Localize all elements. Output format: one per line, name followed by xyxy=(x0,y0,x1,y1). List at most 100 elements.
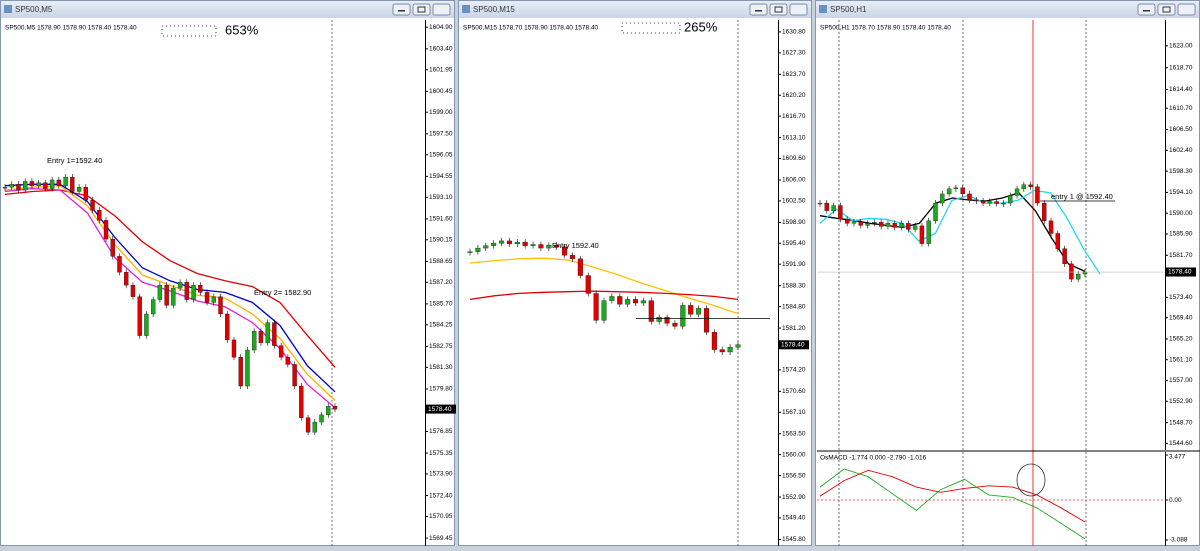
candle xyxy=(878,222,884,227)
window-button[interactable] xyxy=(789,3,808,16)
candle xyxy=(672,323,678,327)
candle xyxy=(727,347,733,353)
window-icon xyxy=(4,5,12,13)
candle xyxy=(252,331,257,351)
y-tick-label: 1556.50 xyxy=(782,472,806,479)
window-button[interactable] xyxy=(412,3,431,16)
candle xyxy=(1076,273,1081,280)
candle xyxy=(953,187,959,190)
candle xyxy=(640,300,646,304)
percent: 265% xyxy=(684,19,718,34)
y-tick-label: 1563.50 xyxy=(782,430,806,437)
y-tick-label: 1602.50 xyxy=(782,198,806,205)
candle xyxy=(967,193,972,201)
y-tick-label: 1552.90 xyxy=(782,494,806,501)
y-tick-label: 1587.20 xyxy=(429,279,453,286)
candle xyxy=(110,238,115,257)
candle xyxy=(851,221,857,224)
y-tick-label: 1561.10 xyxy=(1169,356,1193,363)
button-glyph xyxy=(1162,6,1171,13)
y-tick-label: 1599.00 xyxy=(429,109,453,116)
y-tick-label: 1557.00 xyxy=(1169,377,1193,384)
candle xyxy=(617,296,623,305)
candle xyxy=(696,308,702,315)
y-tick-label: 1594.55 xyxy=(429,173,453,180)
candle xyxy=(1055,233,1061,249)
candle xyxy=(872,222,877,224)
y-tick-label: 1581.70 xyxy=(1169,252,1193,259)
y-tick-label: 1614.40 xyxy=(1169,86,1193,93)
candle xyxy=(514,241,520,245)
y-tick-label: 1581.20 xyxy=(782,325,806,332)
candle xyxy=(703,308,709,333)
y-tick-label: -3.088 xyxy=(1169,537,1188,544)
candle xyxy=(1014,188,1020,196)
y-tick-label: 1602.40 xyxy=(1169,147,1193,154)
candle xyxy=(593,293,599,321)
window-button[interactable] xyxy=(749,3,768,16)
candle xyxy=(892,223,897,228)
candle xyxy=(332,406,338,410)
y-tick-label: 1573.90 xyxy=(429,471,453,478)
moving-average xyxy=(469,290,739,301)
y-tick-label: 1591.90 xyxy=(782,261,806,268)
candle xyxy=(1021,184,1027,190)
candle xyxy=(49,179,55,189)
candle xyxy=(906,223,911,230)
candle xyxy=(1035,186,1040,204)
candle xyxy=(648,300,654,322)
window-icon xyxy=(819,5,827,13)
button-glyph xyxy=(398,10,405,12)
button-glyph xyxy=(1143,10,1150,12)
window-button[interactable] xyxy=(432,3,451,16)
window-frame xyxy=(815,0,1200,546)
candle xyxy=(29,181,35,186)
candle xyxy=(865,223,870,226)
candle xyxy=(946,188,952,195)
candle xyxy=(980,200,986,204)
title-bar xyxy=(816,1,1199,18)
candle xyxy=(124,272,129,286)
window-button[interactable] xyxy=(1177,3,1196,16)
window-button[interactable] xyxy=(1157,3,1176,16)
candle xyxy=(225,313,230,341)
candle xyxy=(1028,184,1033,187)
candle xyxy=(831,205,836,211)
annotation: Entry 1=1592.40 xyxy=(47,156,102,165)
annotation: Entry 1592.40 xyxy=(552,241,599,250)
info-line: SP500,M15 1578.70 1578.90 1578.40 1578.4… xyxy=(463,25,599,32)
candle xyxy=(838,205,843,220)
y-tick-label: 1579.80 xyxy=(429,386,453,393)
candle xyxy=(664,317,670,324)
candle xyxy=(319,414,324,423)
candle xyxy=(184,282,190,300)
candle xyxy=(522,241,528,246)
candle xyxy=(1001,202,1006,205)
y-tick-label: 1623.00 xyxy=(1169,43,1193,50)
candle xyxy=(9,184,14,188)
candle xyxy=(1082,271,1088,275)
y-tick-label: 1610.70 xyxy=(1169,105,1193,112)
current-price: 1578.40 xyxy=(1168,269,1192,276)
y-tick-label: 1552.90 xyxy=(1169,398,1193,405)
y-tick-label: 1570.95 xyxy=(429,513,453,520)
y-tick-label: 1594.10 xyxy=(1169,189,1193,196)
candle xyxy=(70,176,75,192)
y-tick-label: 1630.80 xyxy=(782,29,806,36)
window-button[interactable] xyxy=(769,3,788,16)
window-button[interactable] xyxy=(392,3,411,16)
y-tick-label: 1603.40 xyxy=(429,46,453,53)
y-tick-label: 1585.70 xyxy=(429,301,453,308)
window-button[interactable] xyxy=(1137,3,1156,16)
candle xyxy=(265,322,270,343)
candle xyxy=(475,247,481,252)
candle xyxy=(76,187,82,192)
candle xyxy=(83,187,88,201)
title-bar xyxy=(1,1,454,18)
window-title: SP500,M15 xyxy=(473,5,515,14)
candle xyxy=(1042,202,1047,221)
y-tick-label: 1574.20 xyxy=(782,367,806,374)
candle xyxy=(157,285,163,300)
candle xyxy=(198,285,203,293)
candle xyxy=(680,305,686,327)
